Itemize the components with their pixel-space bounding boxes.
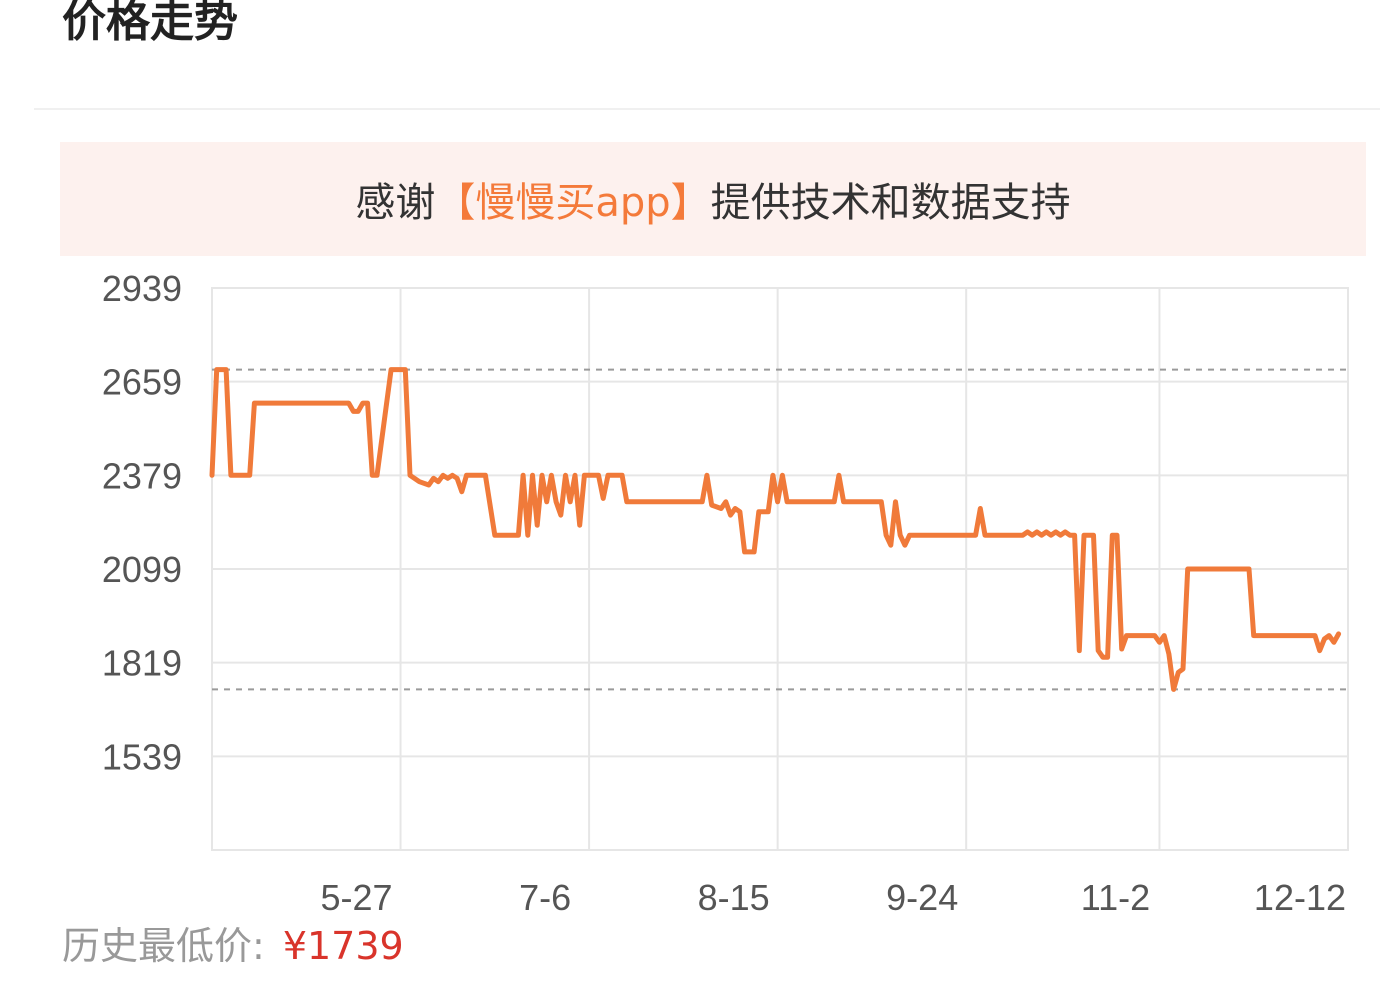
y-tick-label: 1819	[102, 643, 182, 684]
y-tick-label: 2099	[102, 549, 182, 590]
y-tick-label: 2939	[102, 268, 182, 309]
x-tick-label: 12-12	[1254, 877, 1346, 918]
lowest-price-row: 历史最低价: ¥1739	[62, 920, 404, 972]
x-tick-label: 7-6	[519, 877, 571, 918]
x-tick-label: 8-15	[698, 877, 770, 918]
credit-banner: 感谢 【慢慢买app】 提供技术和数据支持	[60, 142, 1366, 256]
x-tick-label: 9-24	[886, 877, 958, 918]
y-tick-label: 2379	[102, 455, 182, 496]
banner-brand[interactable]: 【慢慢买app】	[435, 180, 711, 226]
banner-suffix: 提供技术和数据支持	[710, 180, 1071, 226]
x-tick-label: 11-2	[1081, 877, 1150, 918]
page-title: 价格走势	[62, 0, 238, 47]
y-tick-label: 2659	[102, 362, 182, 403]
lowest-price-label: 历史最低价:	[62, 924, 265, 968]
price-series-line	[209, 367, 1342, 692]
header-divider	[34, 108, 1380, 110]
y-tick-label: 1539	[102, 736, 182, 777]
x-tick-label: 5-27	[321, 877, 393, 918]
banner-prefix: 感谢	[355, 180, 436, 226]
lowest-price-value: ¥1739	[282, 924, 404, 968]
